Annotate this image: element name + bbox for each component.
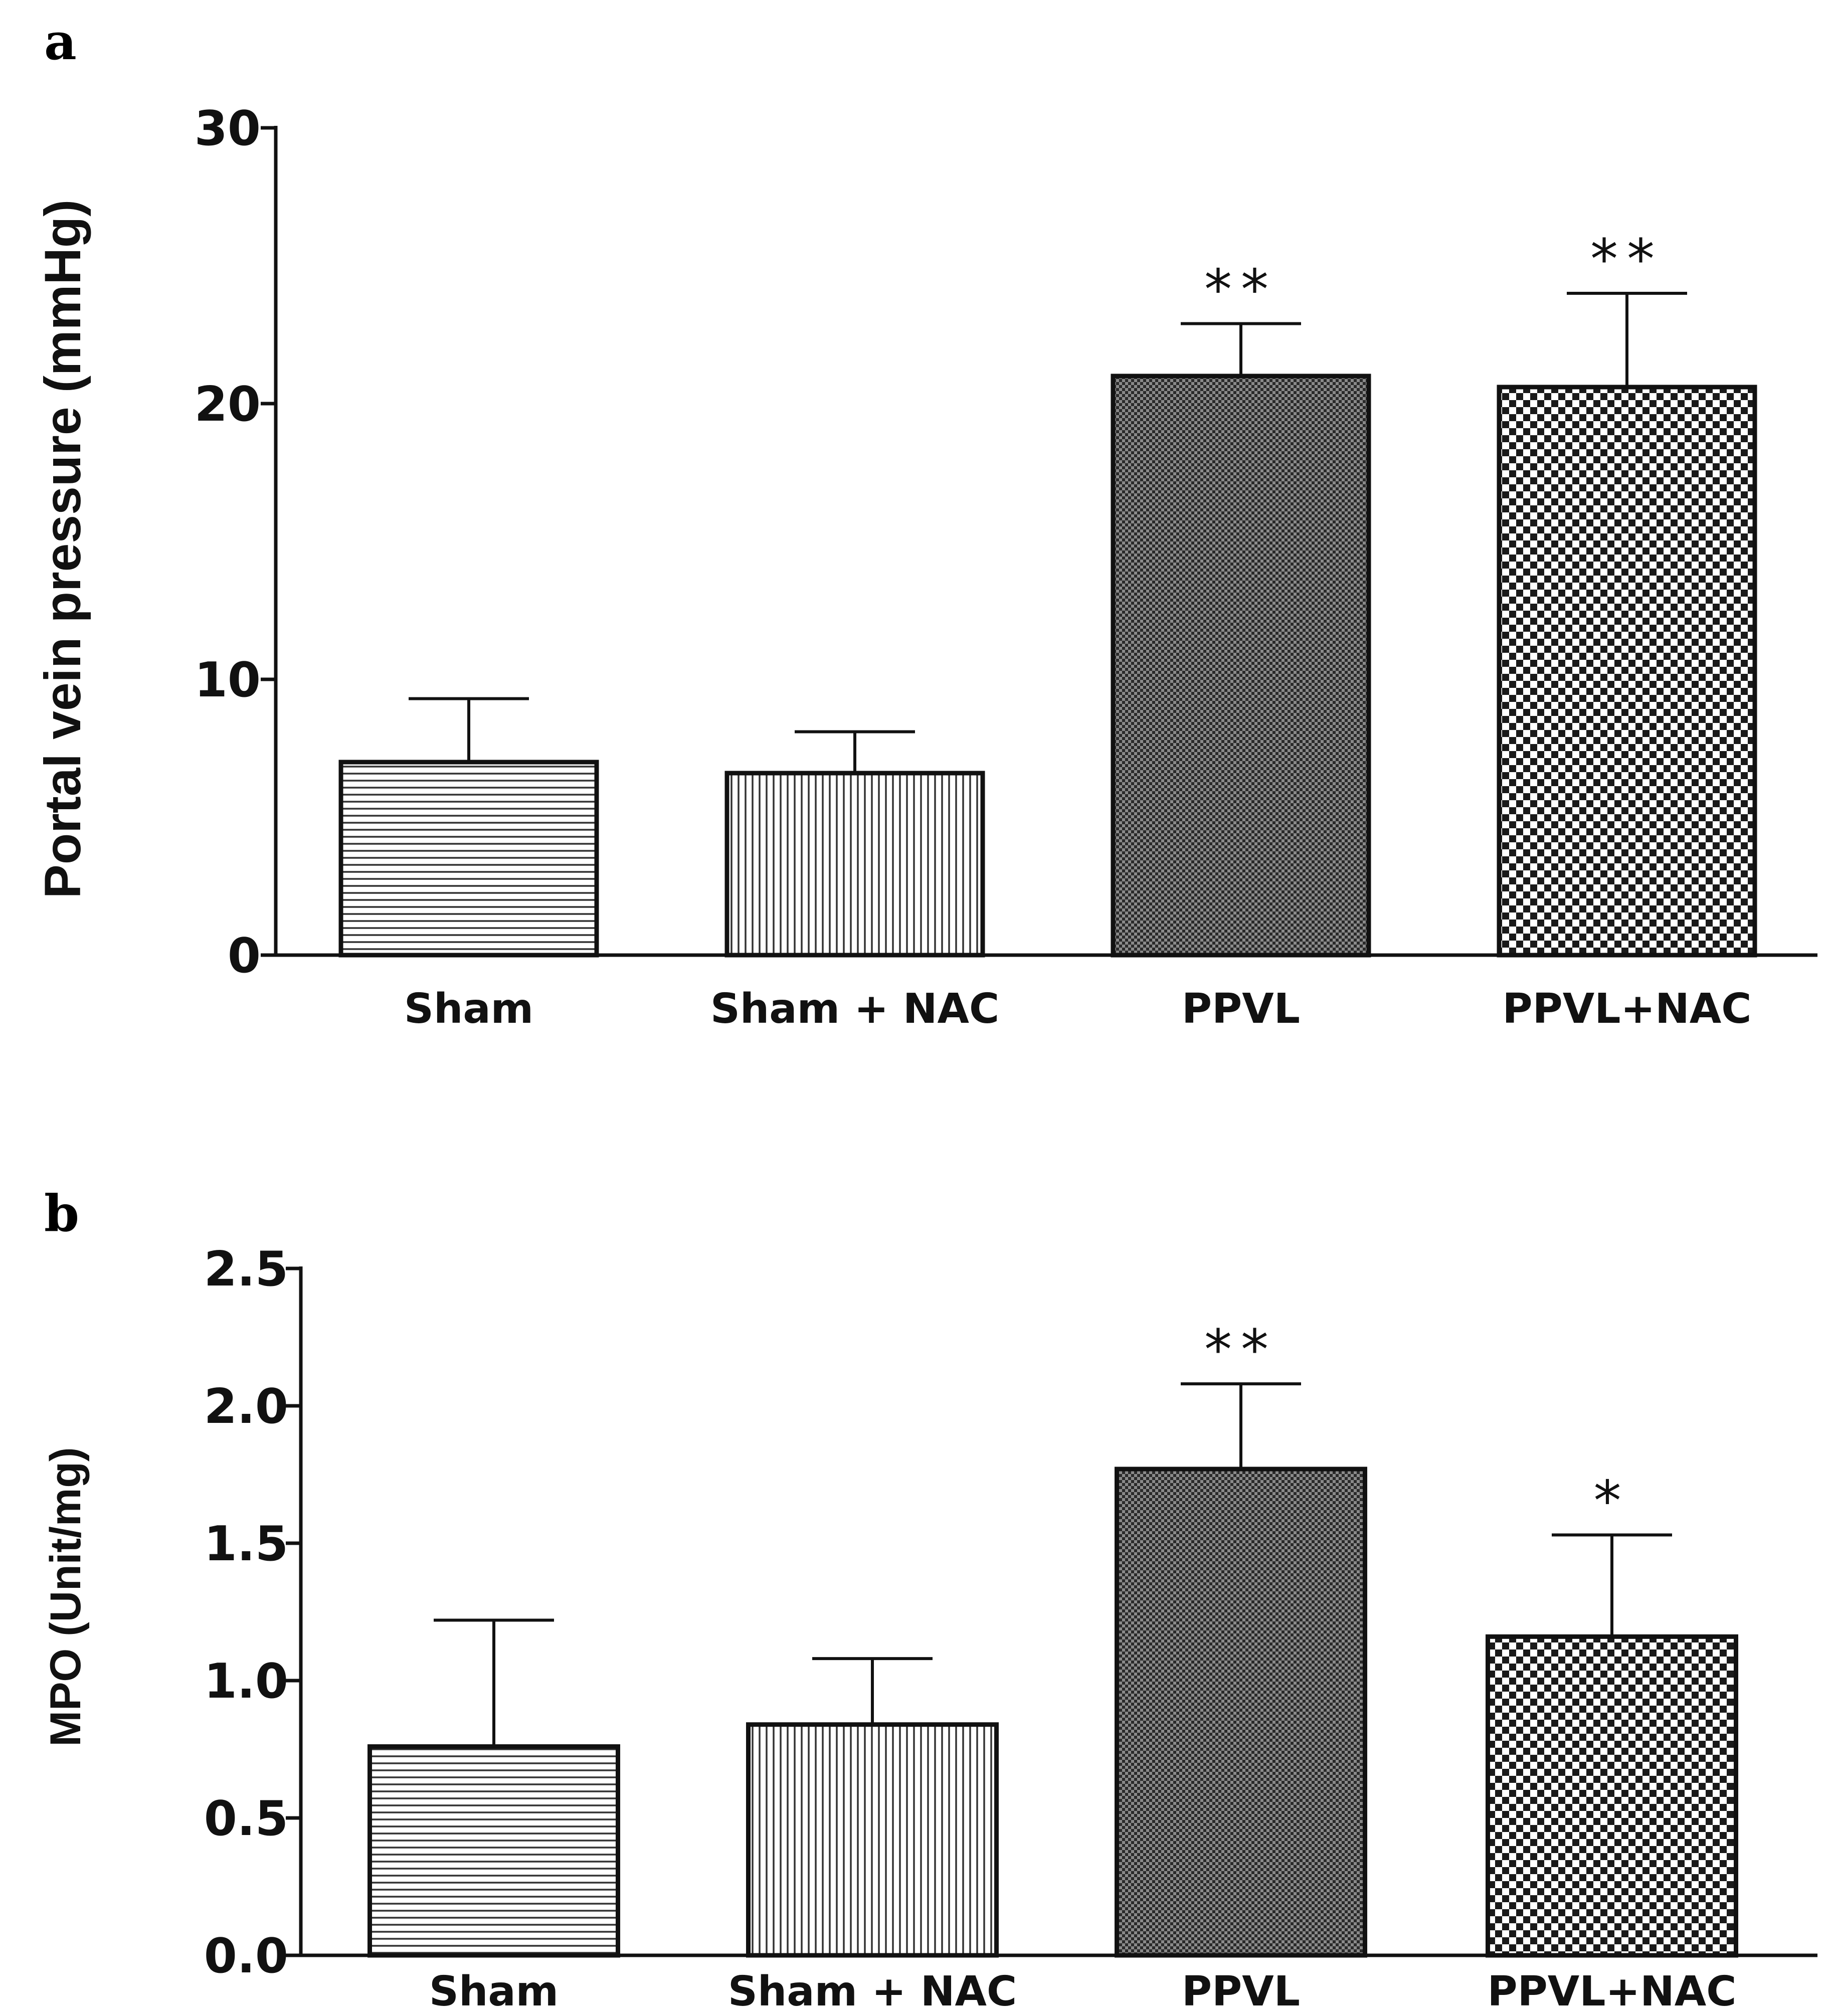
y-axis-ticks-b: 0.0 0.5 1.0 1.5 2.0 2.5 xyxy=(204,1242,301,1984)
y-tick-label: 1.5 xyxy=(204,1517,288,1572)
bar-ppvl-nac xyxy=(1486,1634,1738,1958)
x-category-label: Sham + NAC xyxy=(710,985,999,1033)
x-category-label: Sham + NAC xyxy=(728,1968,1017,2015)
x-category-label: PPVL+NAC xyxy=(1488,1968,1737,2015)
significance-marker: ** xyxy=(1590,227,1664,291)
panel-a: a Portal vein pressure (mmHg) 0 10 20 30 **… xyxy=(34,12,1817,1033)
y-tick-label: 0 xyxy=(228,929,261,984)
bar-sham xyxy=(338,760,599,958)
y-axis-title-b: MPO (Unit/mg) xyxy=(42,1447,90,1746)
bar-sham-nac xyxy=(724,771,985,958)
x-category-label: PPVL+NAC xyxy=(1503,985,1752,1033)
x-axis-categories-a: Sham Sham + NAC PPVL PPVL+NAC xyxy=(404,985,1752,1033)
y-tick-label: 20 xyxy=(195,377,261,432)
x-category-label: PPVL xyxy=(1182,985,1300,1033)
bar-sham-nac xyxy=(746,1722,999,1958)
panel-letter-a: a xyxy=(44,12,77,71)
bar-sham xyxy=(368,1744,620,1958)
y-tick-label: 10 xyxy=(195,653,261,708)
y-axis-title-a: Portal vein pressure (mmHg) xyxy=(34,200,91,898)
y-tick-label: 1.0 xyxy=(204,1654,288,1709)
y-tick-label: 2.0 xyxy=(204,1379,288,1434)
y-tick-label: 2.5 xyxy=(204,1242,288,1297)
significance-marker: ** xyxy=(1204,1318,1277,1382)
x-category-label: Sham xyxy=(404,985,533,1033)
x-axis-categories-b: Sham Sham + NAC PPVL PPVL+NAC xyxy=(429,1968,1737,2015)
bar-ppvl xyxy=(1115,1467,1367,1958)
x-category-label: Sham xyxy=(429,1968,559,2015)
significance-marker: * xyxy=(1594,1469,1630,1533)
y-tick-label: 0.5 xyxy=(204,1791,288,1847)
panel-letter-b: b xyxy=(44,1184,79,1243)
bars-a: ** ** xyxy=(338,227,1757,958)
y-tick-label: 0.0 xyxy=(204,1929,288,1984)
y-tick-label: 30 xyxy=(195,101,261,156)
significance-marker: ** xyxy=(1204,258,1277,322)
x-category-label: PPVL xyxy=(1182,1968,1300,2015)
bars-b: *** xyxy=(368,1318,1738,1958)
panel-b: b MPO (Unit/mg) 0.00.51.01.52.02.5 *** S… xyxy=(42,1184,1817,2015)
bar-ppvl-nac xyxy=(1497,385,1757,958)
bar-ppvl xyxy=(1111,374,1371,958)
y-axis-ticks-a: 0 10 20 30 xyxy=(195,101,276,984)
